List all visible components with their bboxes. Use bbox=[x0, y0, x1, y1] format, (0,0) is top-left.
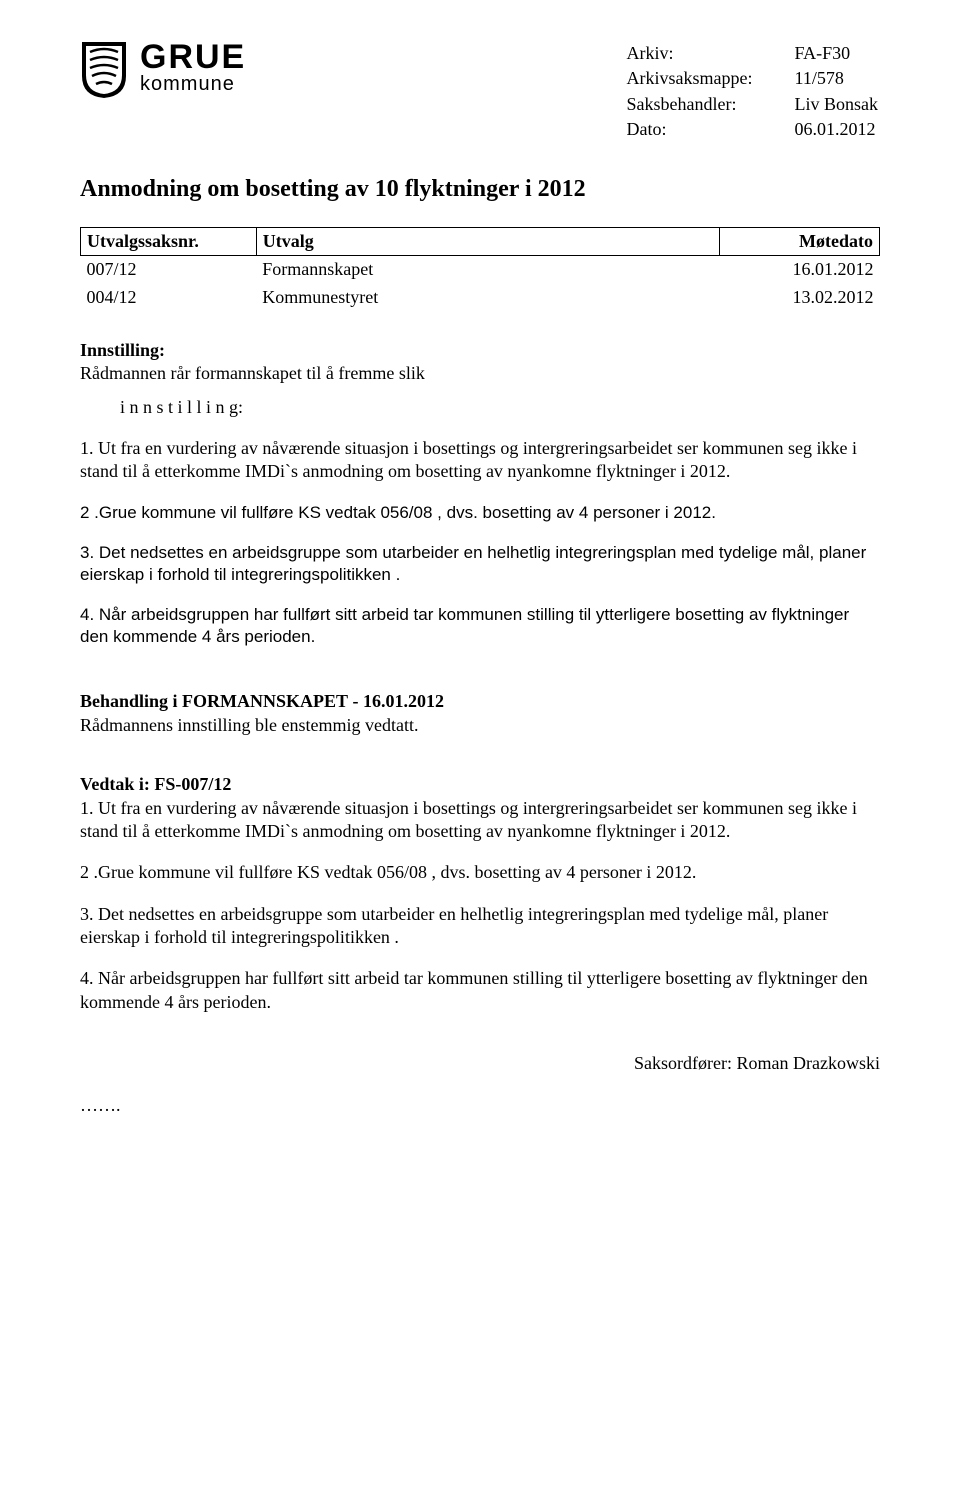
cell: 007/12 bbox=[81, 256, 257, 284]
paragraph: 4. Når arbeidsgruppen har fullført sitt … bbox=[80, 604, 880, 648]
behandling-heading: Behandling i FORMANNSKAPET - 16.01.2012 bbox=[80, 690, 880, 713]
meta-label: Arkiv: bbox=[627, 42, 793, 65]
cell: 13.02.2012 bbox=[720, 284, 880, 311]
paragraph: 4. Når arbeidsgruppen har fullført sitt … bbox=[80, 967, 880, 1014]
behandling-prefix: Behandling i bbox=[80, 691, 182, 711]
meta-value: Liv Bonsak bbox=[795, 93, 879, 116]
trailing-dots: ……. bbox=[80, 1094, 880, 1117]
meta-label: Arkivsaksmappe: bbox=[627, 67, 793, 90]
shield-icon bbox=[80, 40, 128, 100]
behandling-suffix: - 16.01.2012 bbox=[348, 691, 444, 711]
cell: Kommunestyret bbox=[256, 284, 719, 311]
paragraph: 1. Ut fra en vurdering av nåværende situ… bbox=[80, 797, 880, 844]
innstilling-lead: Rådmannen rår formannskapet til å fremme… bbox=[80, 362, 880, 385]
cell: Formannskapet bbox=[256, 256, 719, 284]
behandling-line: Rådmannens innstilling ble enstemmig ved… bbox=[80, 714, 880, 737]
saksordforer: Saksordfører: Roman Drazkowski bbox=[80, 1052, 880, 1075]
meta-value: 11/578 bbox=[795, 67, 879, 90]
meta-block: Arkiv:FA-F30 Arkivsaksmappe:11/578 Saksb… bbox=[625, 40, 880, 144]
col-header: Utvalgssaksnr. bbox=[81, 227, 257, 255]
vedtak-heading: Vedtak i: FS-007/12 bbox=[80, 773, 880, 796]
cell: 004/12 bbox=[81, 284, 257, 311]
behandling-caps: FORMANNSKAPET bbox=[182, 691, 348, 711]
logo-text-big: GRUE bbox=[140, 40, 246, 74]
paragraph: 1. Ut fra en vurdering av nåværende situ… bbox=[80, 437, 880, 484]
header-row: GRUE kommune Arkiv:FA-F30 Arkivsaksmappe… bbox=[80, 40, 880, 144]
col-header: Utvalg bbox=[256, 227, 719, 255]
meta-label: Dato: bbox=[627, 118, 793, 141]
paragraph: 2 .Grue kommune vil fullføre KS vedtak 0… bbox=[80, 861, 880, 884]
table-row: 007/12 Formannskapet 16.01.2012 bbox=[81, 256, 880, 284]
paragraph: 2 .Grue kommune vil fullføre KS vedtak 0… bbox=[80, 502, 880, 524]
logo: GRUE kommune bbox=[80, 40, 246, 100]
meta-label: Saksbehandler: bbox=[627, 93, 793, 116]
logo-text-small: kommune bbox=[140, 74, 246, 94]
table-row: 004/12 Kommunestyret 13.02.2012 bbox=[81, 284, 880, 311]
meta-value: 06.01.2012 bbox=[795, 118, 879, 141]
cell: 16.01.2012 bbox=[720, 256, 880, 284]
paragraph: 3. Det nedsettes en arbeidsgruppe som ut… bbox=[80, 903, 880, 950]
paragraph: 3. Det nedsettes en arbeidsgruppe som ut… bbox=[80, 542, 880, 586]
innstilling-heading: Innstilling: bbox=[80, 339, 880, 362]
innstilling-spaced: i n n s t i l l i n g: bbox=[120, 396, 880, 419]
meta-value: FA-F30 bbox=[795, 42, 879, 65]
col-header: Møtedato bbox=[720, 227, 880, 255]
utvalg-table: Utvalgssaksnr. Utvalg Møtedato 007/12 Fo… bbox=[80, 227, 880, 311]
document-title: Anmodning om bosetting av 10 flyktninger… bbox=[80, 174, 880, 205]
